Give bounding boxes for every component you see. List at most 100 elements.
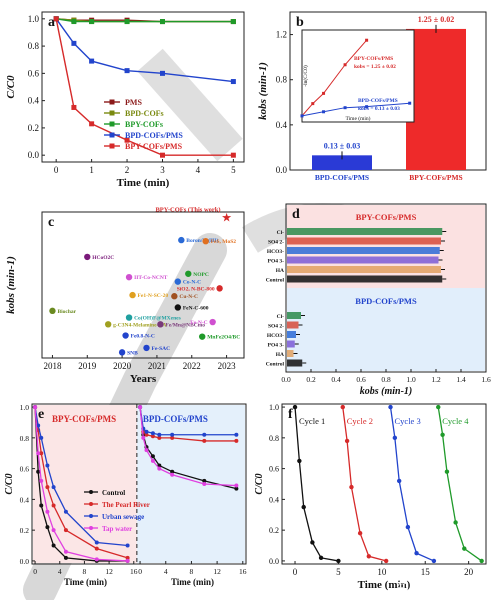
x-tick-label: 4 (196, 165, 201, 175)
x-axis-label: Years (130, 373, 157, 385)
scatter-point (174, 278, 182, 285)
point-label: Fe1-N-SC-20 (138, 293, 169, 299)
data-point (39, 503, 44, 508)
data-point (94, 546, 99, 551)
panel-letter: d (292, 207, 300, 222)
series-line (55, 18, 234, 156)
series-line (34, 407, 128, 562)
x-axis-label: Time (min) (64, 577, 107, 587)
x-tick-label: 2021 (148, 361, 166, 371)
scatter-point (84, 253, 91, 261)
x-axis-label: Time (min) (117, 177, 170, 189)
bar-value-label: 0.13 ± 0.03 (324, 141, 360, 150)
inset-series-note: kobs = 0.13 ± 0.03 (358, 106, 400, 112)
point-label: Fe0.8-N-C (131, 334, 155, 340)
legend-label: PMS (125, 98, 142, 107)
legend-label: BPD-COFs/PMS (125, 131, 183, 140)
data-point (310, 540, 315, 545)
data-point (144, 429, 149, 434)
point-label: Co-N-C (183, 280, 201, 286)
series-line (294, 407, 339, 562)
data-point (89, 19, 95, 25)
point-label: IIT-Co-NCNT (134, 275, 168, 281)
y-tick-label: 0.4 (276, 120, 288, 130)
category-label: Control (266, 362, 285, 368)
data-point (39, 435, 44, 440)
y-tick-label: 0.8 (28, 41, 40, 51)
y-tick-label: 0.0 (269, 557, 279, 566)
data-point (234, 438, 239, 443)
data-point (444, 469, 450, 474)
category-label: Control (266, 278, 285, 284)
scatter-point (122, 332, 129, 339)
plot-frame (41, 11, 245, 163)
x-tick-label: 12 (213, 567, 221, 576)
legend-label: BPY-COFs (125, 120, 163, 129)
series-line (389, 406, 435, 562)
category-label: HCO3- (267, 249, 284, 255)
y-tick-label: 0.6 (28, 68, 40, 78)
scatter-point (143, 344, 150, 352)
region-left (33, 405, 137, 563)
scatter-point (118, 349, 126, 356)
x-tick-label: 2018 (43, 361, 62, 371)
legend-label: Control (102, 489, 125, 497)
data-point (124, 19, 130, 25)
y-tick-label: 0.8 (276, 75, 288, 85)
data-point (63, 509, 68, 514)
x-tick-label: 12 (105, 567, 113, 576)
data-point (124, 137, 130, 143)
point-label: Boron/Fe(III) (186, 237, 218, 244)
data-point (39, 451, 44, 456)
inset-point (322, 91, 326, 95)
data-point (202, 432, 207, 437)
data-point (63, 555, 68, 560)
cycle-label: Cycle 4 (442, 416, 469, 426)
data-point (125, 558, 130, 563)
scatter-point (174, 304, 182, 311)
category-label: HA (276, 268, 284, 274)
series-line (34, 407, 128, 562)
x-tick-label: 16 (239, 567, 247, 576)
legend-marker (89, 514, 93, 518)
data-point (71, 40, 77, 46)
x-axis-label: Time (min) (171, 577, 214, 587)
plot-frame (281, 403, 487, 565)
data-point (94, 540, 99, 545)
category-label: SO4 2- (268, 240, 284, 246)
data-point (125, 555, 130, 560)
legend-marker (89, 526, 93, 530)
point-label: NOPC (193, 272, 209, 278)
data-point (150, 454, 155, 459)
data-point (53, 16, 59, 22)
x-tick-label: 20 (464, 567, 474, 577)
y-tick-label: 0.8 (20, 434, 30, 443)
x-tick-label: 4 (164, 567, 168, 576)
data-point (440, 432, 445, 437)
inset-point (300, 114, 304, 118)
data-point (39, 478, 44, 483)
data-point (234, 486, 239, 491)
data-point (150, 458, 155, 463)
scatter-point (49, 307, 56, 315)
data-point (396, 478, 402, 484)
data-point (202, 438, 207, 443)
series-line (342, 406, 387, 562)
x-tick-label: 10 (377, 567, 387, 577)
inset-series-note: kobs = 1.25 ± 0.02 (354, 64, 396, 70)
point-label: Fe/Mn@NBCmo (165, 322, 205, 328)
legend-label: BPD-COFs (125, 109, 164, 118)
bar (287, 228, 443, 235)
point-label: Fe-N-C (190, 320, 207, 326)
y-tick-label: 1.0 (20, 403, 30, 412)
panel-c: c 2018 2019 2020 2021 2022 2023 Years kobs (min-… (5, 207, 245, 385)
plot-frame (41, 211, 245, 359)
y-tick-label: 1.0 (28, 14, 40, 24)
legend-label: Urban sewage (102, 513, 144, 521)
inset-series-label: BPD-COFs/PMS (358, 98, 398, 104)
panel-f: f 0 5 10 15 20 0.0 0.2 0.4 0.6 0.8 1.0 Time (min) C/C… (254, 403, 487, 591)
category-label: HA (276, 352, 284, 358)
inset-point (343, 63, 347, 67)
inset-y-label: -ln(C/C0) (302, 65, 309, 87)
